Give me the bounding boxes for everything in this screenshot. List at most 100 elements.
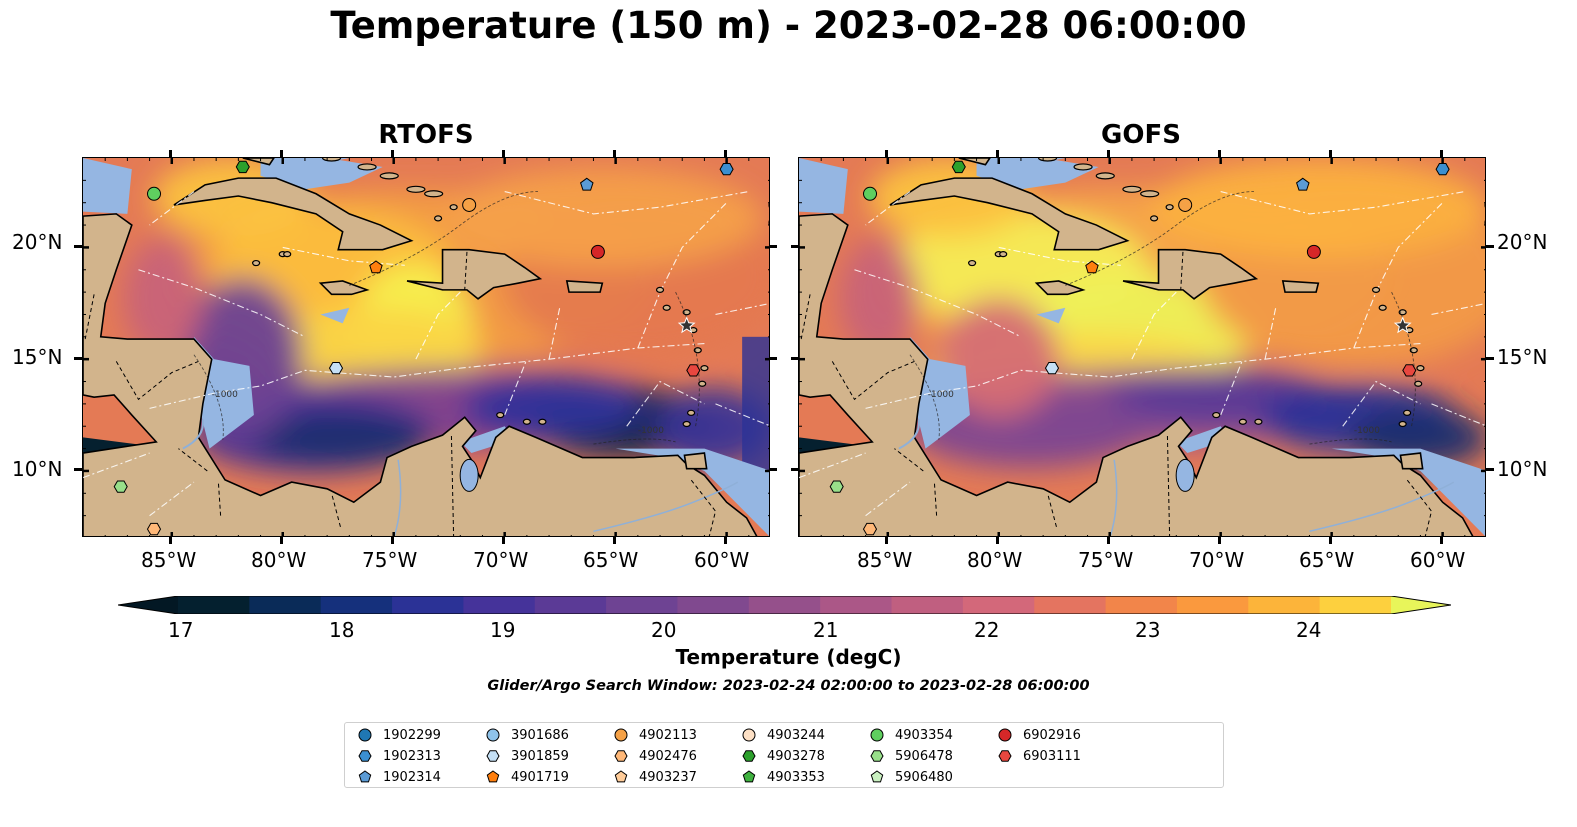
legend-marker-icon	[998, 750, 1012, 762]
colorbar-segment	[1176, 596, 1249, 614]
legend-item: 3901686	[485, 725, 569, 745]
lon-tick-mark	[724, 537, 728, 544]
colorbar-tick-label: 21	[813, 618, 839, 642]
lon-tick-label: 80°W	[251, 548, 307, 572]
lon-tick-mark	[613, 537, 617, 544]
lat-tick-mark	[791, 244, 798, 248]
colorbar-tick-label: 17	[168, 618, 194, 642]
lon-tick-mark	[1329, 537, 1333, 544]
svg-text:-1000: -1000	[638, 426, 664, 436]
colorbar-tick-label: 24	[1296, 618, 1322, 642]
legend-item: 4903237	[613, 767, 697, 787]
float-marker-6903111	[686, 364, 701, 377]
colorbar-segment	[962, 596, 1035, 614]
legend-label: 3901686	[511, 727, 569, 743]
lon-tick-mark	[169, 150, 173, 157]
legend-label: 1902313	[383, 748, 441, 764]
colorbar-segment	[392, 596, 465, 614]
search-window-text: Glider/Argo Search Window: 2023-02-24 02…	[487, 678, 1090, 694]
lat-tick-mark	[791, 356, 798, 360]
legend-item: 1902314	[357, 767, 441, 787]
colorbar-segment	[534, 596, 607, 614]
colorbar-segment	[463, 596, 536, 614]
colorbar-segment	[178, 596, 250, 614]
colorbar-tick-label: 18	[329, 618, 355, 642]
lon-tick-mark	[1440, 537, 1444, 544]
legend-marker-icon	[998, 728, 1012, 742]
lat-tick-mark	[74, 244, 82, 248]
legend-item: 6902916	[997, 725, 1081, 745]
float-marker-1902314	[580, 177, 594, 191]
panel-title-rtofs: RTOFS	[378, 120, 474, 150]
float-marker-4902113	[462, 197, 477, 212]
legend-label: 5906480	[895, 769, 953, 785]
float-marker-4901719	[1085, 260, 1099, 274]
legend-item: 4903354	[869, 725, 953, 745]
panel-title-gofs: GOFS	[1101, 120, 1181, 150]
legend-label: 4902476	[639, 748, 697, 764]
lon-tick-mark	[885, 537, 889, 544]
legend-marker-icon	[358, 728, 372, 742]
legend-item: 4902113	[613, 725, 697, 745]
map-panel-gofs[interactable]: -1000 -1000	[798, 157, 1486, 537]
svg-text:-1000: -1000	[928, 390, 954, 400]
lon-tick-mark	[724, 150, 728, 157]
colorbar-segment	[677, 596, 750, 614]
colorbar-segment	[1105, 596, 1178, 614]
legend-label: 1902299	[383, 727, 441, 743]
float-marker-3901859	[1044, 362, 1060, 375]
lon-tick-label: 70°W	[1189, 548, 1245, 572]
lat-tick-mark	[1486, 356, 1494, 360]
legend-marker-icon	[870, 750, 884, 762]
float-marker-4902113	[1178, 197, 1193, 212]
legend-label: 1902314	[383, 769, 441, 785]
float-marker-4903354	[147, 186, 162, 201]
lon-tick-label: 65°W	[583, 548, 639, 572]
legend-marker-icon	[742, 728, 756, 742]
colorbar-segment	[891, 596, 964, 614]
colorbar-title: Temperature (degC)	[675, 645, 902, 669]
float-marker-3901686	[1484, 220, 1485, 226]
legend-label: 4903278	[767, 748, 825, 764]
colorbar-segment	[606, 596, 679, 614]
lon-tick-label: 70°W	[473, 548, 529, 572]
float-marker-4903278	[951, 160, 966, 174]
lon-tick-label: 75°W	[362, 548, 418, 572]
lat-tick-mark	[1486, 468, 1494, 472]
legend-item: 6903111	[997, 746, 1081, 766]
legend-marker-icon	[614, 770, 628, 783]
colorbar-segment	[748, 596, 821, 614]
lat-tick-label: 15°N	[1497, 345, 1548, 369]
legend-item: 4903353	[741, 767, 825, 787]
lon-tick-mark	[391, 150, 395, 157]
map-panel-rtofs[interactable]: -1000 -1000	[82, 157, 770, 537]
legend-item: 1902299	[357, 725, 441, 745]
lon-tick-mark	[169, 537, 173, 544]
float-marker-6902916	[590, 244, 605, 259]
lon-tick-mark	[502, 537, 506, 544]
legend-marker-icon	[486, 750, 500, 762]
legend-marker-icon	[742, 750, 756, 762]
legend-item: 3901859	[485, 746, 569, 766]
lat-tick-mark	[74, 468, 82, 472]
lat-tick-mark	[1486, 244, 1494, 248]
lat-tick-label: 10°N	[12, 457, 63, 481]
lon-tick-mark	[996, 150, 1000, 157]
legend-item: 4903244	[741, 725, 825, 745]
lon-tick-mark	[1329, 150, 1333, 157]
lat-tick-label: 20°N	[12, 230, 63, 254]
float-marker-6903111	[1402, 364, 1417, 377]
legend-item: 5906478	[869, 746, 953, 766]
legend-label: 4901719	[511, 769, 569, 785]
float-marker-4903244	[1484, 202, 1485, 208]
lon-tick-label: 60°W	[1410, 548, 1466, 572]
colorbar-segment	[1319, 596, 1392, 614]
colorbar-tick-label: 20	[651, 618, 677, 642]
star-marker-icon	[1393, 316, 1412, 334]
float-marker-4903244	[768, 202, 769, 208]
float-marker-1902314	[1296, 177, 1310, 191]
colorbar-tick-label: 23	[1135, 618, 1161, 642]
legend-marker-icon	[870, 728, 884, 742]
colorbar	[118, 596, 1451, 614]
lon-tick-mark	[1107, 537, 1111, 544]
